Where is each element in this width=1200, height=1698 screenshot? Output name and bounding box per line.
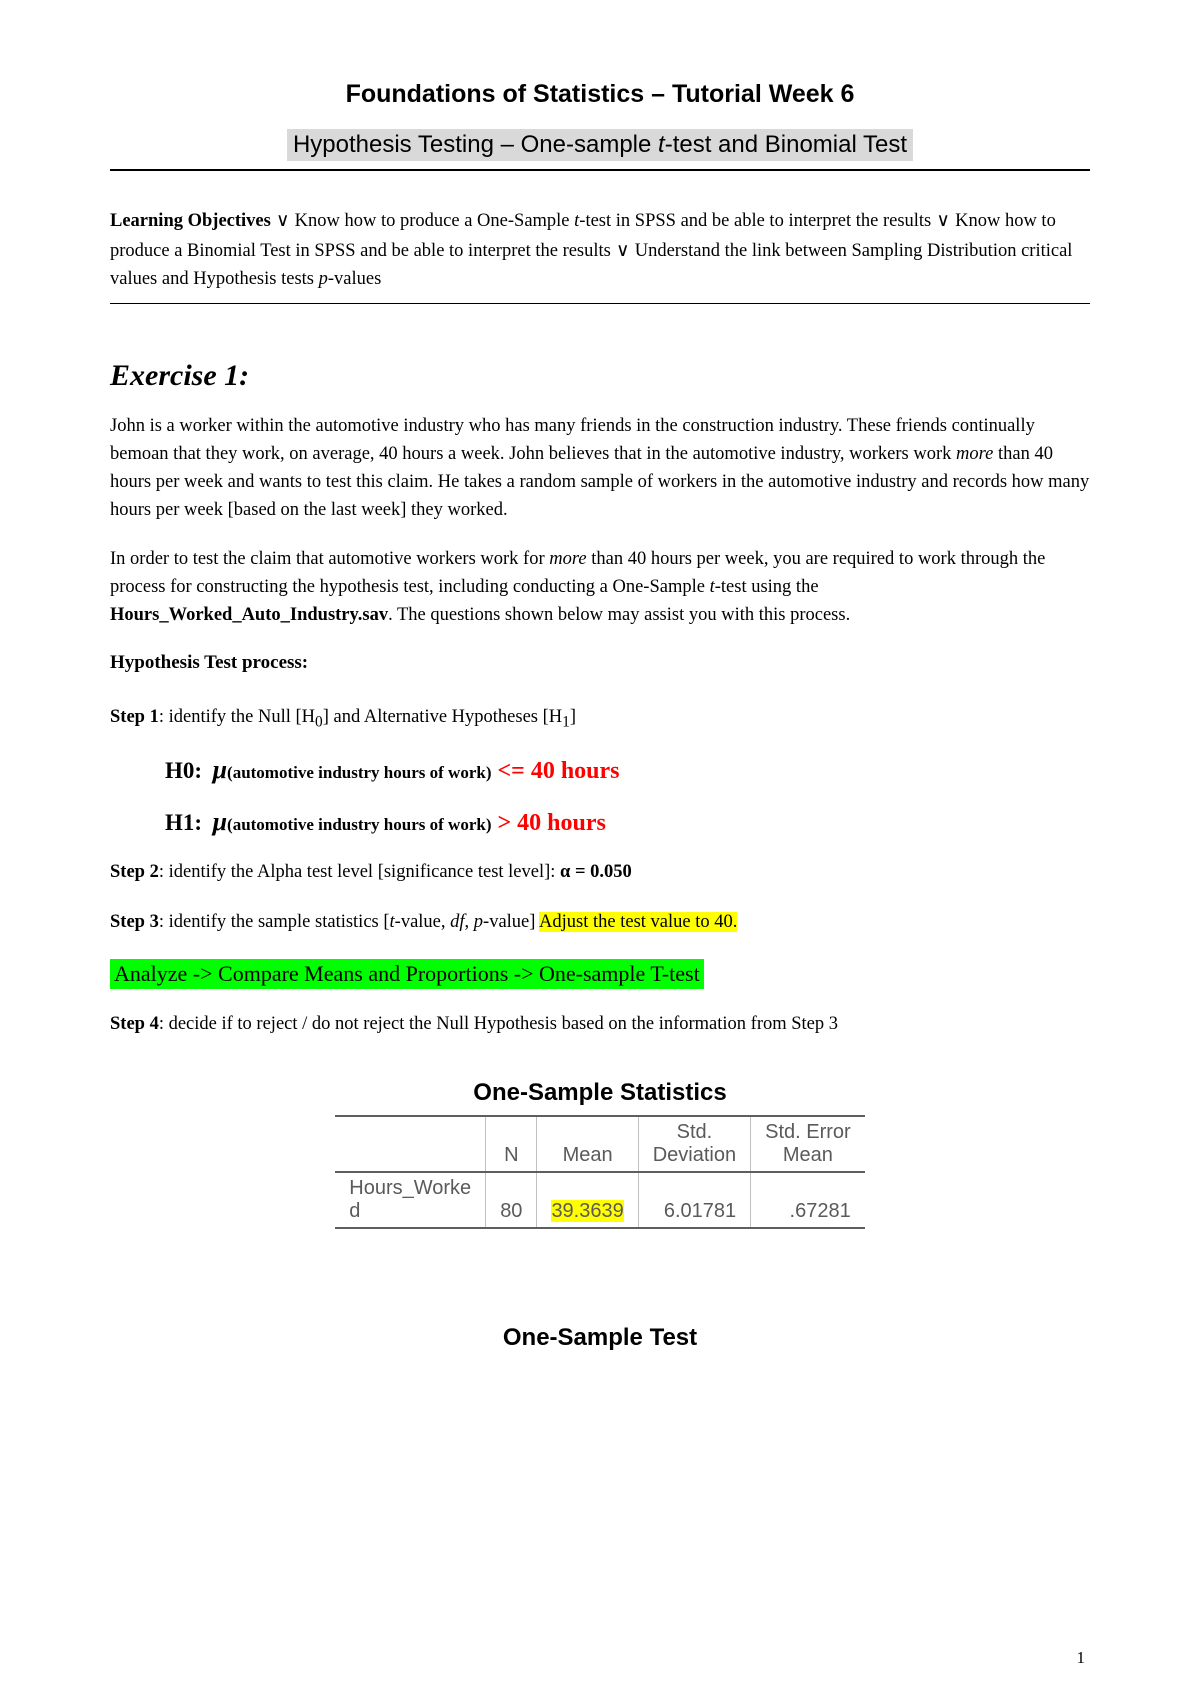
step2-alpha: α = 0.050 (560, 862, 632, 882)
h0-value: <= 40 hours (491, 758, 619, 784)
mu-symbol: μ (213, 807, 227, 836)
step4-label: Step 4 (110, 1014, 159, 1034)
hyp-subscript: (automotive industry hours of work) (227, 815, 491, 834)
subtitle-italic: t (658, 131, 665, 158)
th-sd-b: Deviation (653, 1144, 736, 1166)
td-n: 80 (486, 1172, 537, 1228)
step3a: : identify the sample statistics [ (159, 912, 390, 932)
td-sd: 6.01781 (638, 1172, 750, 1228)
h1-hypothesis: H1: μ(automotive industry hours of work)… (165, 807, 1090, 837)
td-se: .67281 (751, 1172, 865, 1228)
sub0: 0 (315, 713, 323, 730)
para1-more: more (956, 444, 993, 464)
para2-more: more (549, 549, 586, 569)
h1-value: > 40 hours (491, 810, 605, 836)
subtitle-wrapper: Hypothesis Testing – One-sample t-test a… (110, 129, 1090, 171)
learning-objectives: Learning Objectives ∨ Know how to produc… (110, 206, 1090, 304)
step3d: -value] (483, 912, 539, 932)
check-icon: ∨ (931, 209, 955, 230)
step1-text-a: : identify the Null [H (159, 707, 315, 727)
para2a: In order to test the claim that automoti… (110, 549, 549, 569)
para2-file: Hours_Worked_Auto_Industry.sav (110, 605, 388, 625)
step1-label: Step 1 (110, 707, 159, 727)
step3-highlight: Adjust the test value to 40. (539, 912, 737, 932)
para2c: -test using the (715, 577, 819, 597)
step3: Step 3: identify the sample statistics [… (110, 909, 1090, 937)
th-mean: Mean (537, 1116, 638, 1172)
table-row: Hours_Worke d 80 39.3639 6.01781 .67281 (335, 1172, 864, 1228)
th-sd: Std. Deviation (638, 1116, 750, 1172)
process-label: Hypothesis Test process: (110, 652, 1090, 674)
th-empty (335, 1116, 485, 1172)
step3c: , (465, 912, 474, 932)
step3-df: df (450, 912, 464, 932)
check-icon: ∨ (611, 239, 635, 260)
step1-text-c: ] (570, 707, 576, 727)
th-se-b: Mean (783, 1144, 833, 1166)
exercise-heading: Exercise 1: (110, 359, 1090, 393)
h1-prefix: H1: (165, 810, 202, 835)
hyp-subscript: (automotive industry hours of work) (227, 763, 491, 782)
exercise-para2: In order to test the claim that automoti… (110, 546, 1090, 629)
obj-item1b: -test in SPSS and be able to interpret t… (579, 211, 931, 231)
one-sample-statistics-table: N Mean Std. Deviation Std. Error Mean Ho… (335, 1115, 864, 1229)
th-n: N (486, 1116, 537, 1172)
step4-text: : decide if to reject / do not reject th… (159, 1014, 838, 1034)
analyze-path: Analyze -> Compare Means and Proportions… (110, 959, 704, 989)
step1: Step 1: identify the Null [H0] and Alter… (110, 704, 1090, 734)
obj-item3b: -values (328, 269, 381, 289)
step3-label: Step 3 (110, 912, 159, 932)
obj-item3-p: p (319, 269, 328, 289)
subtitle-suffix: -test and Binomial Test (665, 131, 907, 158)
step3b: -value, (395, 912, 450, 932)
td-label: Hours_Worke d (335, 1172, 485, 1228)
h0-prefix: H0: (165, 758, 202, 783)
check-icon: ∨ (271, 209, 295, 230)
subtitle-prefix: Hypothesis Testing – One-sample (293, 131, 658, 158)
step2-label: Step 2 (110, 862, 159, 882)
h0-hypothesis: H0: μ(automotive industry hours of work)… (165, 755, 1090, 785)
table-header-row: N Mean Std. Deviation Std. Error Mean (335, 1116, 864, 1172)
stats-table-title: One-Sample Statistics (110, 1079, 1090, 1107)
objectives-label: Learning Objectives (110, 211, 271, 231)
th-se: Std. Error Mean (751, 1116, 865, 1172)
step2-text: : identify the Alpha test level [signifi… (159, 862, 560, 882)
page-title: Foundations of Statistics – Tutorial Wee… (110, 80, 1090, 109)
th-se-a: Std. Error (765, 1121, 851, 1143)
th-sd-a: Std. (677, 1121, 713, 1143)
subtitle: Hypothesis Testing – One-sample t-test a… (287, 129, 913, 161)
step4: Step 4: decide if to reject / do not rej… (110, 1011, 1090, 1039)
step3-p: p (474, 912, 483, 932)
td-label-b: d (349, 1200, 360, 1222)
td-label-a: Hours_Worke (349, 1177, 471, 1199)
td-mean: 39.3639 (537, 1172, 638, 1228)
page-number: 1 (1077, 1648, 1086, 1668)
para1a: John is a worker within the automotive i… (110, 416, 1035, 464)
step1-text-b: ] and Alternative Hypotheses [H (323, 707, 562, 727)
step2: Step 2: identify the Alpha test level [s… (110, 859, 1090, 887)
sub1: 1 (562, 713, 570, 730)
mu-symbol: μ (213, 755, 227, 784)
one-sample-test-title: One-Sample Test (110, 1324, 1090, 1352)
mean-highlight: 39.3639 (551, 1200, 623, 1222)
exercise-para1: John is a worker within the automotive i… (110, 413, 1090, 524)
para2d: . The questions shown below may assist y… (388, 605, 850, 625)
obj-item1a: Know how to produce a One-Sample (295, 211, 575, 231)
